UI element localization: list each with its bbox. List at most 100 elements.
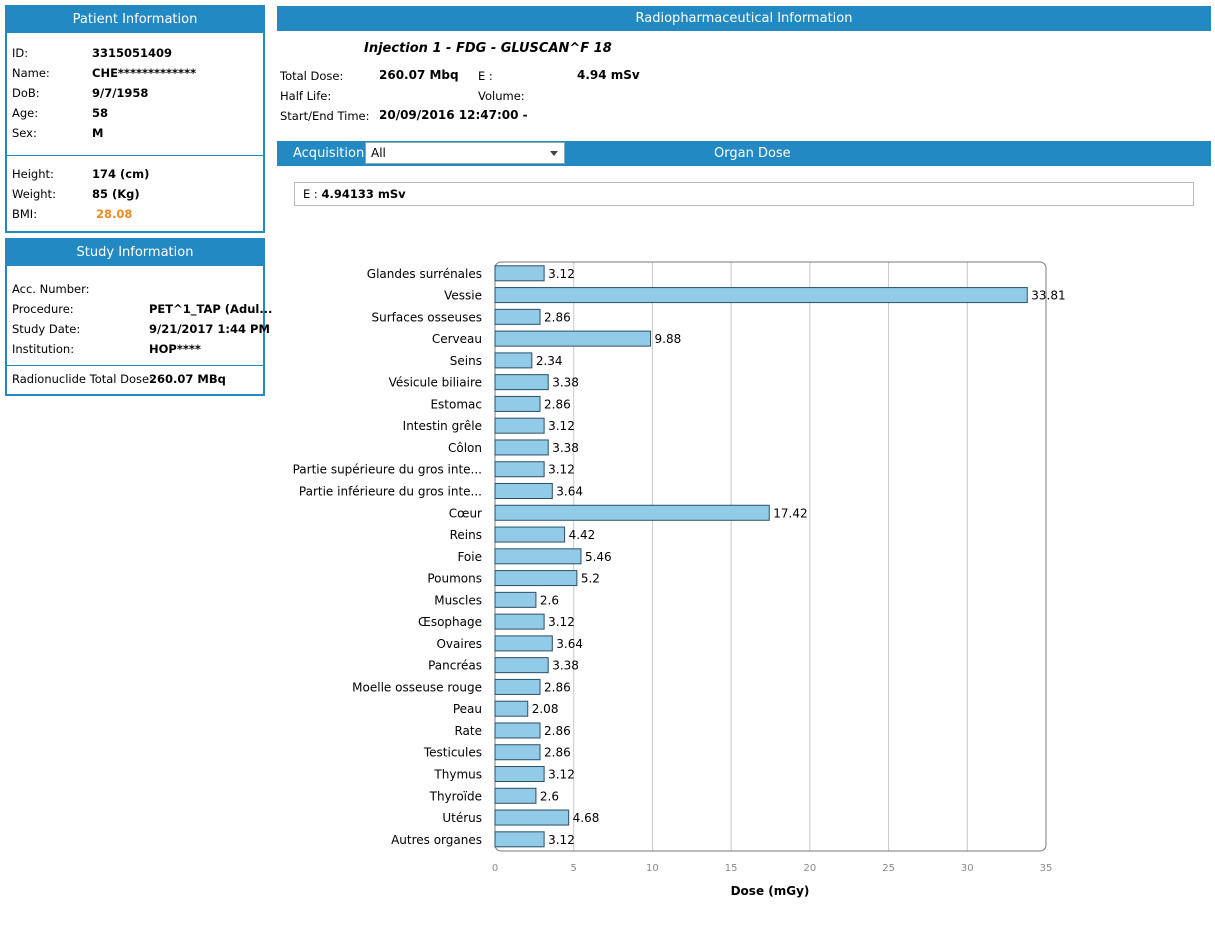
dose-bar <box>494 439 549 456</box>
patient-age-label: Age: <box>12 106 39 120</box>
half-life-label: Half Life: <box>280 89 332 103</box>
category-label: Pancréas <box>428 659 482 673</box>
dose-bar <box>494 265 545 282</box>
acquisition-select[interactable]: All <box>365 142 565 164</box>
category-label: Vésicule biliaire <box>389 376 482 390</box>
value-label: 3.12 <box>548 267 575 281</box>
category-label: Estomac <box>430 397 482 411</box>
dose-bar <box>494 591 537 608</box>
category-label: Muscles <box>434 593 482 607</box>
patient-name-label: Name: <box>12 66 50 80</box>
study-info-title: Study Information <box>7 240 263 266</box>
e-value: 4.94 mSv <box>577 68 640 82</box>
category-label: Côlon <box>448 441 482 455</box>
patient-info-panel: Patient Information ID: 3315051409 Name:… <box>5 5 265 233</box>
patient-info-title: Patient Information <box>7 7 263 33</box>
study-divider <box>7 365 263 366</box>
start-end-time-value: 20/09/2016 12:47:00 - <box>379 108 528 122</box>
value-label: 4.42 <box>569 528 596 542</box>
radiopharm-header: Radiopharmaceutical Information <box>277 6 1211 31</box>
study-procedure-value: PET^1_TAP (Adul... <box>149 302 273 316</box>
category-label: Moelle osseuse rouge <box>352 680 482 694</box>
x-tick-label: 10 <box>646 863 659 874</box>
value-label: 5.46 <box>585 550 612 564</box>
category-label: Thymus <box>433 768 482 782</box>
dose-bar <box>494 787 537 804</box>
patient-sex-label: Sex: <box>12 126 37 140</box>
value-label: 4.68 <box>573 811 600 825</box>
study-total-dose-label: Radionuclide Total Dose: <box>12 372 153 386</box>
total-dose-label: Total Dose: <box>280 69 344 83</box>
volume-label: Volume: <box>478 89 525 103</box>
dose-bar <box>494 831 545 848</box>
value-label: 2.34 <box>536 354 563 368</box>
acquisition-label: Acquisition: <box>293 146 369 161</box>
category-label: Foie <box>457 550 482 564</box>
study-date-label: Study Date: <box>12 322 81 336</box>
dose-bar <box>494 657 549 674</box>
dose-bar <box>494 483 553 499</box>
effective-dose-box: E : 4.94133 mSv <box>294 182 1194 206</box>
value-label: 2.86 <box>544 746 571 760</box>
study-procedure-label: Procedure: <box>12 302 74 316</box>
category-label: Glandes surrénales <box>367 267 482 281</box>
value-label: 17.42 <box>773 506 807 520</box>
category-label: Thyroïde <box>429 789 482 803</box>
patient-sex-value: M <box>92 126 104 140</box>
dose-bar <box>494 613 545 630</box>
study-total-dose-value: 260.07 MBq <box>149 372 226 386</box>
category-label: Partie inférieure du gros inte... <box>299 485 482 499</box>
patient-name-value: CHE************* <box>92 66 197 80</box>
dose-bar <box>494 504 770 521</box>
injection-title: Injection 1 - FDG - GLUSCAN^F 18 <box>364 41 612 56</box>
category-label: Cœur <box>449 506 482 520</box>
patient-id-value: 3315051409 <box>92 46 173 60</box>
category-label: Rate <box>454 724 482 738</box>
value-label: 3.12 <box>548 615 575 629</box>
patient-dob-value: 9/7/1958 <box>92 86 149 100</box>
dose-bar <box>494 809 570 826</box>
patient-bmi-value: 28.08 <box>96 207 133 221</box>
study-institution-value: HOP**** <box>149 342 201 356</box>
dose-bar <box>494 526 566 543</box>
patient-id-label: ID: <box>12 46 29 60</box>
value-label: 3.64 <box>556 637 583 651</box>
dose-bar <box>494 766 545 783</box>
dose-bar <box>494 330 652 347</box>
effective-dose-label: E : <box>303 187 318 201</box>
study-date-value: 9/21/2017 1:44 PM <box>149 322 270 336</box>
chevron-down-icon[interactable] <box>550 151 558 156</box>
value-label: 9.88 <box>655 332 682 346</box>
value-label: 2.86 <box>544 397 571 411</box>
e-label: E : <box>478 69 493 83</box>
category-label: Testicules <box>423 746 482 760</box>
category-label: Utérus <box>442 811 482 825</box>
x-tick-label: 35 <box>1040 863 1053 874</box>
x-axis-label: Dose (mGy) <box>731 884 810 898</box>
value-label: 5.2 <box>581 572 600 586</box>
x-tick-label: 15 <box>725 863 738 874</box>
patient-height-value: 174 (cm) <box>92 167 150 181</box>
category-label: Autres organes <box>391 833 482 847</box>
x-tick-label: 30 <box>961 863 974 874</box>
value-label: 3.38 <box>552 659 579 673</box>
dose-bar <box>494 570 578 587</box>
category-label: Œsophage <box>418 615 482 629</box>
dose-bar <box>494 635 553 652</box>
value-label: 3.64 <box>556 485 583 499</box>
study-acc-label: Acc. Number: <box>12 282 90 296</box>
study-info-panel: Study Information Acc. Number: Procedure… <box>5 238 272 396</box>
category-label: Cerveau <box>432 332 482 346</box>
value-label: 33.81 <box>1031 289 1065 303</box>
dose-bar <box>494 395 541 412</box>
acquisition-selected-value: All <box>371 146 386 160</box>
x-tick-label: 20 <box>803 863 816 874</box>
dose-bar <box>494 461 545 478</box>
patient-age-value: 58 <box>92 106 109 120</box>
value-label: 3.12 <box>548 463 575 477</box>
patient-bmi-label: BMI: <box>12 207 38 221</box>
value-label: 3.12 <box>548 768 575 782</box>
effective-dose-value: 4.94133 mSv <box>321 187 406 201</box>
radiopharm-title: Radiopharmaceutical Information <box>635 11 853 26</box>
